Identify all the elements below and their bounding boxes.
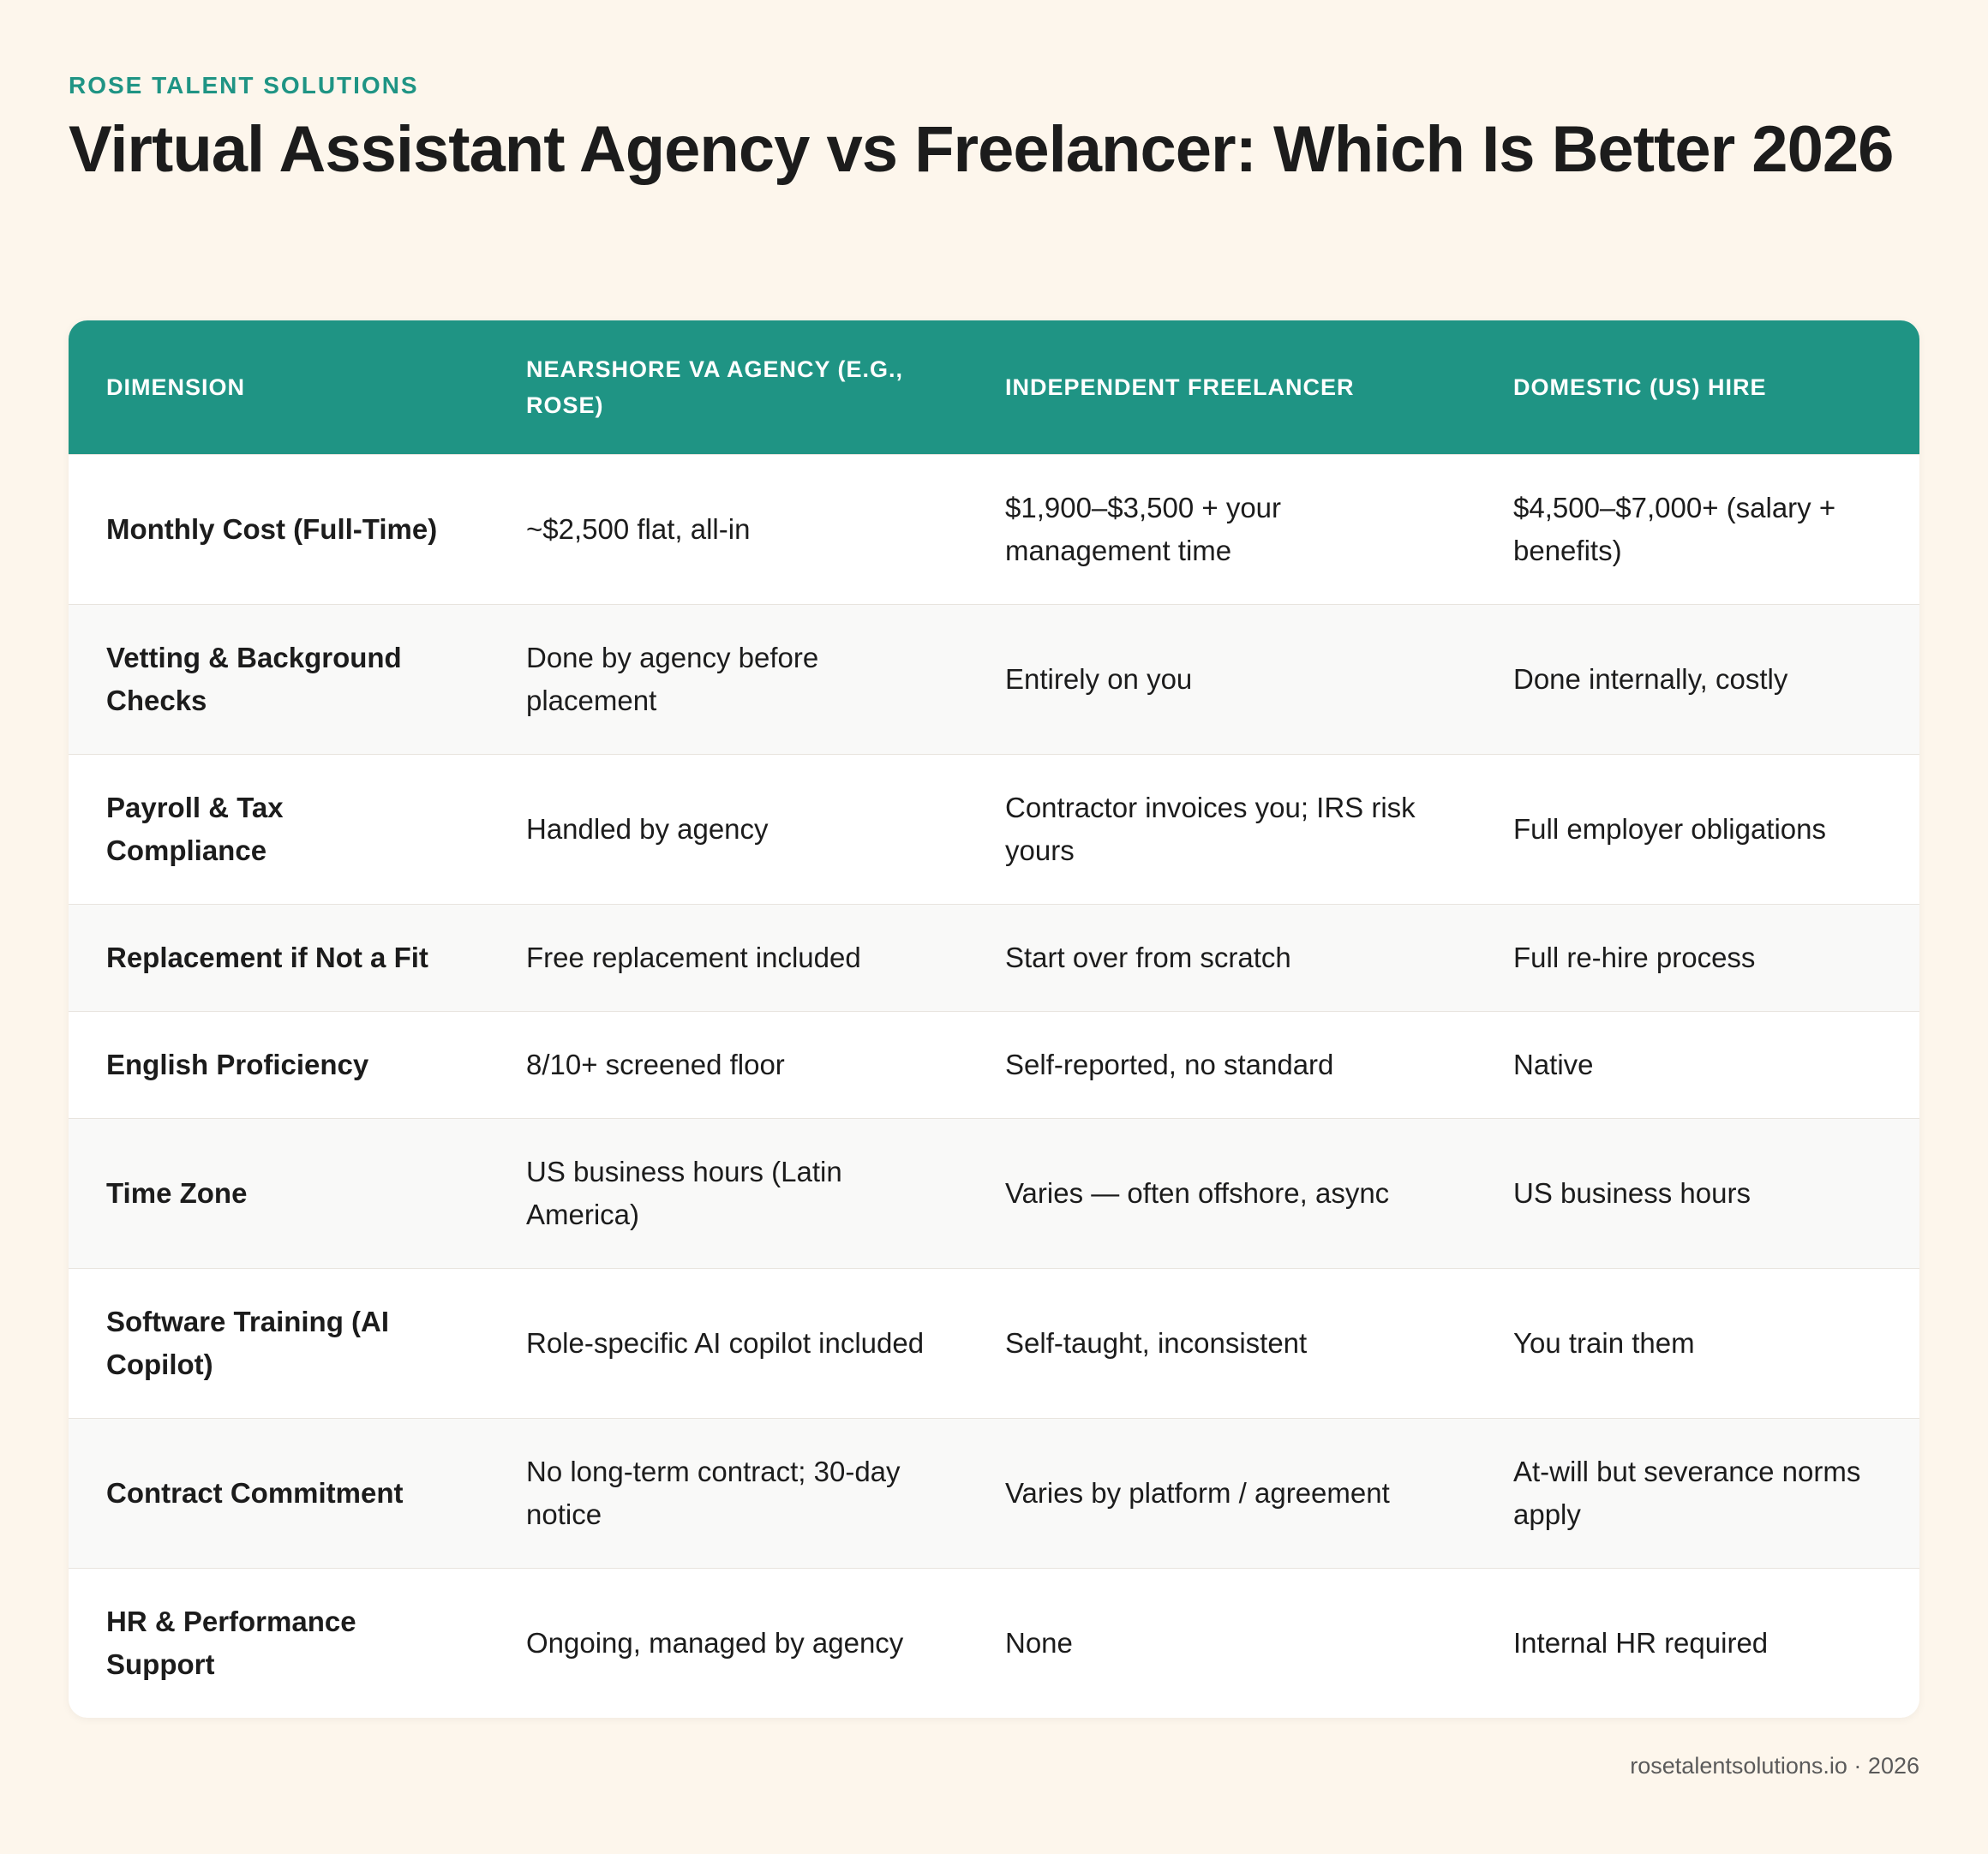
table-row: HR & Performance Support Ongoing, managed… [69, 1568, 1919, 1718]
table-cell: Full re-hire process [1476, 904, 1919, 1012]
row-label: Monthly Cost (Full-Time) [69, 454, 488, 605]
row-label: English Proficiency [69, 1011, 488, 1119]
table-cell: US business hours [1476, 1118, 1919, 1269]
table-cell: Varies by platform / agreement [967, 1418, 1476, 1569]
row-label: Software Training (AI Copilot) [69, 1268, 488, 1419]
table-cell: Role-specific AI copilot included [488, 1268, 967, 1419]
table-cell: Handled by agency [488, 754, 967, 905]
table-cell: Self-reported, no standard [967, 1011, 1476, 1119]
table-cell: Done internally, costly [1476, 604, 1919, 755]
table-cell: You train them [1476, 1268, 1919, 1419]
table-cell: Contractor invoices you; IRS risk yours [967, 754, 1476, 905]
table-cell: None [967, 1568, 1476, 1718]
table-cell: Internal HR required [1476, 1568, 1919, 1718]
table-cell: Done by agency before placement [488, 604, 967, 755]
table-cell: ~$2,500 flat, all-in [488, 454, 967, 605]
table-cell: $4,500–$7,000+ (salary + benefits) [1476, 454, 1919, 605]
header-row: DIMENSION NEARSHORE VA AGENCY (E.G., ROSE… [69, 320, 1919, 455]
table-cell: Self-taught, inconsistent [967, 1268, 1476, 1419]
column-header: DOMESTIC (US) HIRE [1476, 320, 1919, 455]
table-cell: Varies — often offshore, async [967, 1118, 1476, 1269]
table-cell: US business hours (Latin America) [488, 1118, 967, 1269]
table-row: Payroll & Tax Compliance Handled by agenc… [69, 754, 1919, 905]
table-row: Contract Commitment No long-term contract… [69, 1418, 1919, 1569]
table-row: Vetting & Background Checks Done by agenc… [69, 604, 1919, 755]
table-cell: Full employer obligations [1476, 754, 1919, 905]
row-label: Replacement if Not a Fit [69, 904, 488, 1012]
table-row: Monthly Cost (Full-Time) ~$2,500 flat, al… [69, 454, 1919, 605]
table-cell: Start over from scratch [967, 904, 1476, 1012]
table-cell: Entirely on you [967, 604, 1476, 755]
row-label: Time Zone [69, 1118, 488, 1269]
table-cell: No long-term contract; 30-day notice [488, 1418, 967, 1569]
table-cell: Free replacement included [488, 904, 967, 1012]
table-row: English Proficiency 8/10+ screened floor S… [69, 1011, 1919, 1119]
table-row: Time Zone US business hours (Latin Americ… [69, 1118, 1919, 1269]
column-header: INDEPENDENT FREELANCER [967, 320, 1476, 455]
column-header: DIMENSION [69, 320, 488, 455]
comparison-table: DIMENSION NEARSHORE VA AGENCY (E.G., ROSE… [69, 320, 1919, 1718]
table-row: Software Training (AI Copilot) Role-speci… [69, 1268, 1919, 1419]
title: Virtual Assistant Agency vs Freelancer: … [69, 113, 1894, 186]
table-cell: Ongoing, managed by agency [488, 1568, 967, 1718]
table-cell: At-will but severance norms apply [1476, 1418, 1919, 1569]
row-label: Vetting & Background Checks [69, 604, 488, 755]
footer: rosetalentsolutions.io · 2026 [1630, 1753, 1919, 1779]
table: DIMENSION NEARSHORE VA AGENCY (E.G., ROSE… [69, 320, 1919, 1718]
row-label: Contract Commitment [69, 1418, 488, 1569]
table-body: Monthly Cost (Full-Time) ~$2,500 flat, al… [69, 454, 1919, 1718]
brand: ROSE TALENT SOLUTIONS [69, 72, 419, 99]
column-header: NEARSHORE VA AGENCY (E.G., ROSE) [488, 320, 967, 455]
table-row: Replacement if Not a Fit Free replacement… [69, 904, 1919, 1012]
row-label: HR & Performance Support [69, 1568, 488, 1718]
row-label: Payroll & Tax Compliance [69, 754, 488, 905]
table-cell: $1,900–$3,500 + your management time [967, 454, 1476, 605]
table-cell: Native [1476, 1011, 1919, 1119]
table-cell: 8/10+ screened floor [488, 1011, 967, 1119]
